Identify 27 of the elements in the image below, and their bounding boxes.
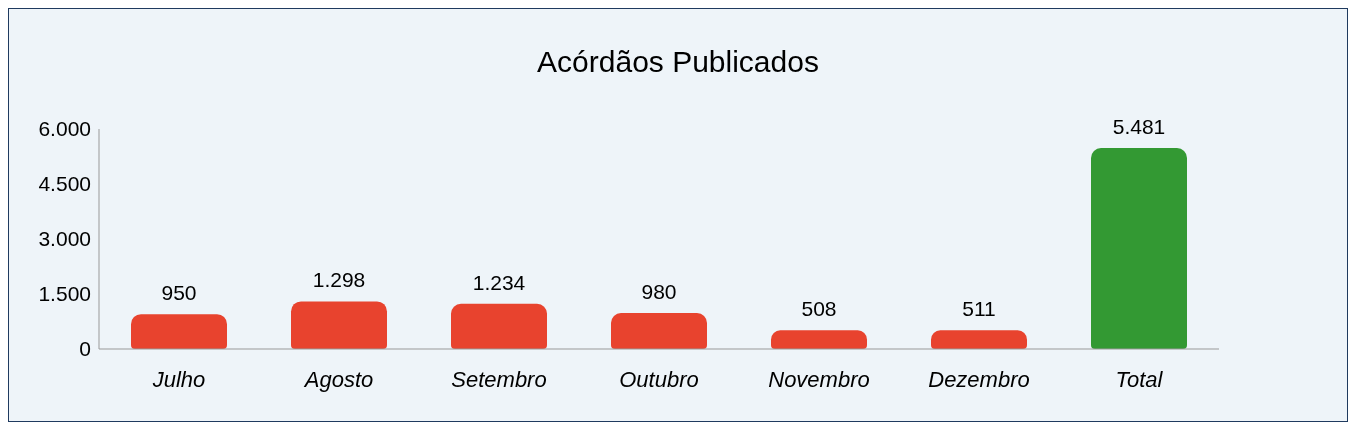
y-tick-label: 4.500 bbox=[38, 172, 91, 196]
y-tick-label: 0 bbox=[79, 337, 91, 361]
data-label: 1.234 bbox=[472, 270, 526, 294]
x-tick-label: Novembro bbox=[768, 366, 870, 392]
bar bbox=[451, 303, 547, 349]
data-label: 950 bbox=[161, 281, 197, 305]
bar bbox=[931, 330, 1027, 349]
bar bbox=[1091, 148, 1187, 349]
x-tick-label: Agosto bbox=[302, 366, 374, 392]
y-tick-label: 6.000 bbox=[38, 117, 91, 141]
y-tick-label: 3.000 bbox=[38, 227, 91, 251]
data-label: 508 bbox=[801, 297, 837, 321]
data-label: 511 bbox=[962, 297, 996, 321]
x-tick-label: Julho bbox=[151, 366, 206, 392]
bar bbox=[131, 314, 227, 349]
data-label: 1.298 bbox=[312, 268, 366, 292]
x-tick-label: Dezembro bbox=[928, 366, 1030, 392]
x-tick-label: Outubro bbox=[619, 366, 699, 392]
bar bbox=[771, 330, 867, 349]
data-label: 980 bbox=[641, 280, 677, 304]
chart-title: Acórdãos Publicados bbox=[536, 44, 820, 80]
y-tick-label: 1.500 bbox=[38, 282, 91, 306]
bar bbox=[291, 301, 387, 349]
data-label: 5.481 bbox=[1112, 115, 1166, 139]
x-tick-label: Setembro bbox=[451, 366, 547, 392]
bar bbox=[611, 313, 707, 349]
x-tick-label: Total bbox=[1115, 366, 1164, 392]
